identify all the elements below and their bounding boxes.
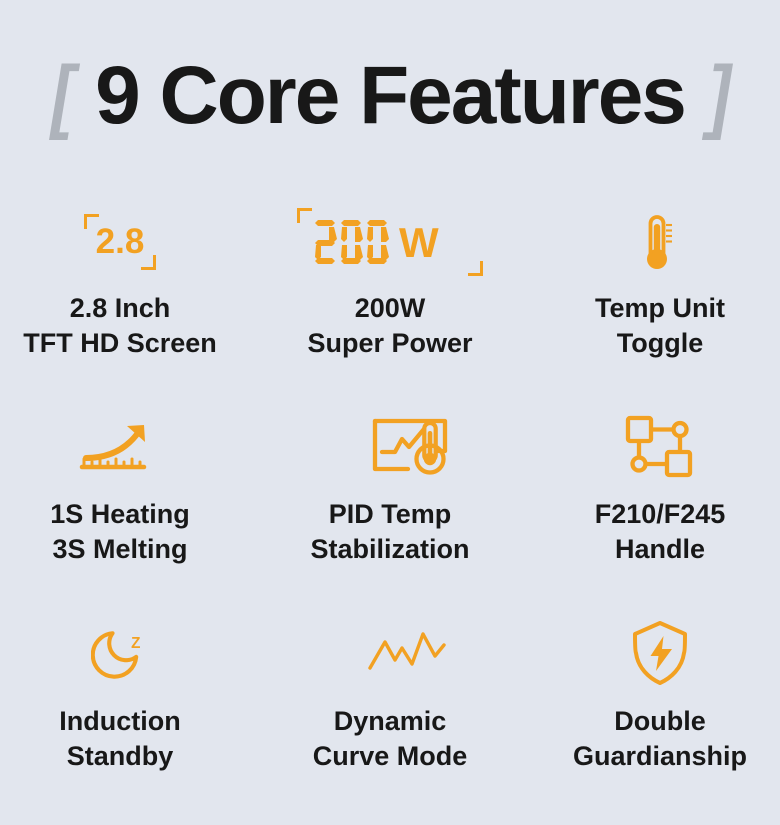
svg-text:Z: Z xyxy=(131,635,140,652)
svg-text:W: W xyxy=(399,219,439,266)
